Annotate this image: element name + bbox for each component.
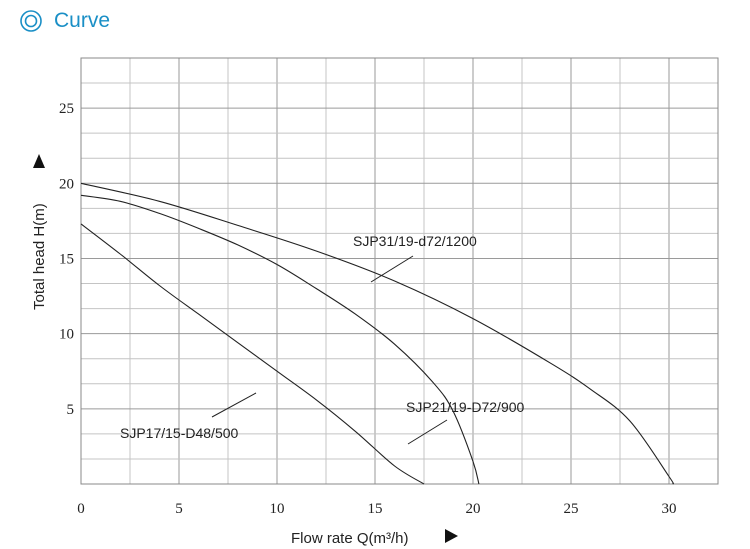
y-tick-label: 25 bbox=[59, 101, 74, 117]
double-circle-icon bbox=[20, 10, 42, 32]
y-tick-label: 20 bbox=[59, 176, 74, 192]
curve-label: SJP17/15-D48/500 bbox=[120, 425, 239, 441]
x-tick-label: 15 bbox=[368, 501, 383, 517]
curve-label-leader bbox=[211, 392, 257, 418]
chart-header: Curve bbox=[18, 8, 110, 34]
y-tick-label: 5 bbox=[67, 402, 75, 418]
y-tick-label: 15 bbox=[59, 251, 74, 267]
curve-label: SJP31/19-d72/1200 bbox=[353, 233, 477, 249]
curve-series-1 bbox=[80, 182, 674, 485]
curve-series-3 bbox=[80, 223, 425, 485]
curve-labels: SJP31/19-d72/1200 SJP21/19-D72/900 SJP17/1… bbox=[120, 233, 525, 445]
x-tick-label: 5 bbox=[175, 501, 183, 517]
curve-label-leader bbox=[370, 255, 414, 283]
x-tick-label: 25 bbox=[564, 501, 579, 517]
plot-frame bbox=[80, 57, 719, 485]
x-tick-label: 10 bbox=[270, 501, 285, 517]
y-axis-arrow-icon bbox=[33, 154, 45, 168]
curve-label-leader bbox=[407, 419, 448, 445]
curve-series-2 bbox=[80, 194, 480, 485]
x-tick-label: 30 bbox=[662, 501, 677, 517]
x-tick-label: 20 bbox=[466, 501, 481, 517]
curve-label: SJP21/19-D72/900 bbox=[406, 399, 525, 415]
x-axis-label: Flow rate Q(m³/h) bbox=[291, 530, 409, 547]
grid bbox=[80, 57, 719, 485]
performance-curves bbox=[80, 182, 674, 485]
y-tick-label: 10 bbox=[59, 327, 74, 343]
axis-ticks: 0 5 10 15 20 25 30 5 10 15 20 25 bbox=[59, 101, 677, 517]
chart-title: Curve bbox=[54, 9, 111, 32]
y-axis-label: Total head H(m) bbox=[31, 203, 48, 310]
x-tick-label: 0 bbox=[77, 501, 85, 517]
x-axis-arrow-icon bbox=[445, 529, 458, 543]
